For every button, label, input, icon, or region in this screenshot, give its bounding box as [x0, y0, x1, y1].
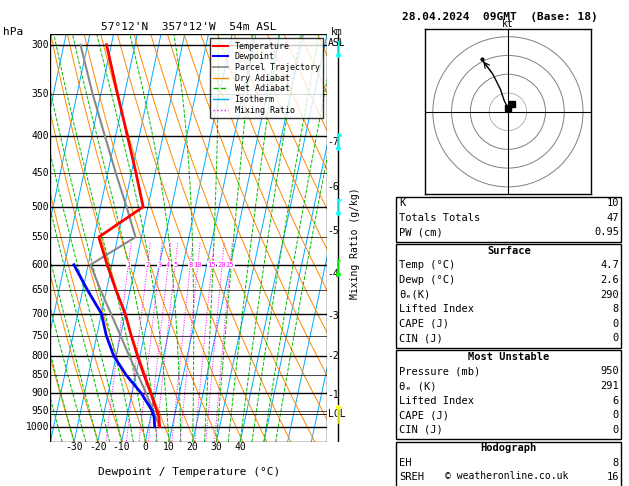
Text: 40: 40: [234, 442, 246, 452]
Text: 350: 350: [31, 88, 49, 99]
Text: -10: -10: [113, 442, 130, 452]
Text: hPa: hPa: [3, 27, 23, 37]
Text: 700: 700: [31, 309, 49, 319]
Text: 8: 8: [613, 458, 619, 468]
Text: 0: 0: [142, 442, 148, 452]
Text: 4: 4: [166, 261, 170, 268]
Text: Lifted Index: Lifted Index: [399, 304, 474, 314]
Text: 650: 650: [31, 285, 49, 295]
Text: Mixing Ratio (g/kg): Mixing Ratio (g/kg): [350, 187, 360, 299]
Text: K: K: [399, 198, 405, 208]
Text: Most Unstable: Most Unstable: [468, 352, 550, 362]
Text: θₑ(K): θₑ(K): [399, 290, 430, 300]
Text: 25: 25: [226, 261, 235, 268]
Text: SREH: SREH: [399, 472, 424, 483]
Text: 8: 8: [188, 261, 192, 268]
Text: 850: 850: [31, 370, 49, 380]
Text: 800: 800: [31, 351, 49, 361]
Text: CAPE (J): CAPE (J): [399, 319, 448, 329]
Legend: Temperature, Dewpoint, Parcel Trajectory, Dry Adiabat, Wet Adiabat, Isotherm, Mi: Temperature, Dewpoint, Parcel Trajectory…: [209, 38, 323, 118]
Text: 950: 950: [600, 366, 619, 377]
Text: 6: 6: [613, 396, 619, 406]
Text: 10: 10: [606, 198, 619, 208]
Text: CAPE (J): CAPE (J): [399, 410, 448, 420]
Text: Totals Totals: Totals Totals: [399, 213, 480, 223]
Text: PW (cm): PW (cm): [399, 227, 443, 238]
Text: -2: -2: [328, 351, 340, 361]
Text: Hodograph: Hodograph: [481, 443, 537, 453]
Text: 8: 8: [613, 304, 619, 314]
Text: 300: 300: [31, 40, 49, 50]
Text: 900: 900: [31, 388, 49, 399]
Text: 47: 47: [606, 213, 619, 223]
Text: Lifted Index: Lifted Index: [399, 396, 474, 406]
Text: © weatheronline.co.uk: © weatheronline.co.uk: [445, 471, 568, 481]
Text: 290: 290: [600, 290, 619, 300]
Text: 400: 400: [31, 131, 49, 141]
Text: θₑ (K): θₑ (K): [399, 381, 437, 391]
Text: 1: 1: [126, 261, 130, 268]
Text: 0: 0: [613, 410, 619, 420]
Text: 0: 0: [613, 319, 619, 329]
Text: 450: 450: [31, 169, 49, 178]
Text: 291: 291: [600, 381, 619, 391]
Text: EH: EH: [399, 458, 411, 468]
Text: 500: 500: [31, 202, 49, 212]
Text: 0.95: 0.95: [594, 227, 619, 238]
Text: -20: -20: [89, 442, 106, 452]
Text: 600: 600: [31, 260, 49, 270]
Text: -4: -4: [328, 269, 340, 279]
Text: 5: 5: [173, 261, 177, 268]
Text: -1: -1: [328, 390, 340, 400]
Text: CIN (J): CIN (J): [399, 333, 443, 344]
Text: -5: -5: [328, 226, 340, 236]
Text: 28.04.2024  09GMT  (Base: 18): 28.04.2024 09GMT (Base: 18): [402, 12, 598, 22]
Text: 2: 2: [145, 261, 150, 268]
Text: 20: 20: [187, 442, 199, 452]
Text: 4.7: 4.7: [600, 260, 619, 271]
Text: 750: 750: [31, 330, 49, 341]
Text: 1000: 1000: [25, 422, 49, 432]
Text: km
ASL: km ASL: [328, 27, 345, 48]
Text: 2.6: 2.6: [600, 275, 619, 285]
Text: LCL: LCL: [328, 409, 345, 419]
Text: -6: -6: [328, 182, 340, 192]
Text: 10: 10: [163, 442, 175, 452]
Text: Dewpoint / Temperature (°C): Dewpoint / Temperature (°C): [97, 467, 280, 477]
Text: 30: 30: [211, 442, 222, 452]
Text: 950: 950: [31, 405, 49, 416]
Text: 16: 16: [606, 472, 619, 483]
Text: 15: 15: [208, 261, 216, 268]
Title: kt: kt: [502, 19, 514, 29]
Text: Temp (°C): Temp (°C): [399, 260, 455, 271]
Text: Pressure (mb): Pressure (mb): [399, 366, 480, 377]
Text: CIN (J): CIN (J): [399, 425, 443, 435]
Text: -3: -3: [328, 311, 340, 321]
Text: 10: 10: [194, 261, 202, 268]
Text: 0: 0: [613, 333, 619, 344]
Text: 3: 3: [157, 261, 162, 268]
Text: 20: 20: [218, 261, 226, 268]
Text: 550: 550: [31, 232, 49, 242]
Text: 0: 0: [613, 425, 619, 435]
Title: 57°12'N  357°12'W  54m ASL: 57°12'N 357°12'W 54m ASL: [101, 22, 277, 32]
Text: Dewp (°C): Dewp (°C): [399, 275, 455, 285]
Text: Surface: Surface: [487, 246, 531, 256]
Text: -30: -30: [65, 442, 83, 452]
Text: -7: -7: [328, 138, 340, 147]
